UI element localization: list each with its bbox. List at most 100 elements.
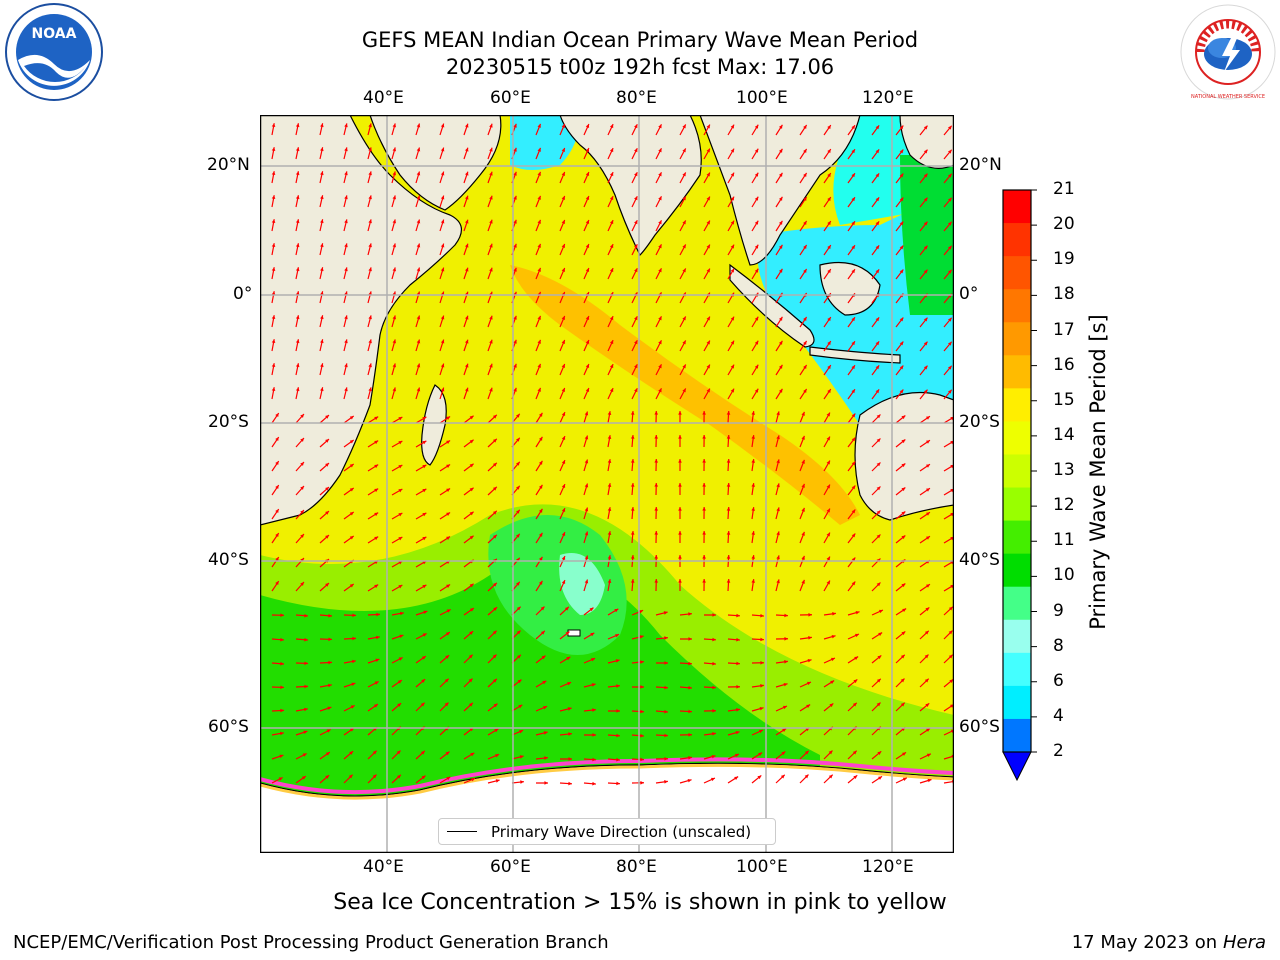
lon-tick-bottom-100E: 100°E (736, 857, 788, 877)
colorbar-tick-label: 14 (1053, 424, 1075, 445)
wave-arrow-head (654, 411, 659, 415)
wave-arrow-head (925, 536, 930, 540)
wave-arrow-head (584, 555, 589, 560)
wave-arrow-head (495, 754, 500, 758)
wave-arrow-head (537, 123, 541, 128)
wave-arrow-head (776, 531, 780, 536)
wave-arrow-head (781, 751, 786, 756)
wave-arrow-head (398, 440, 403, 445)
wave-arrow-head (801, 507, 805, 512)
lat-tick-right-60S: 60°S (959, 717, 1000, 737)
lon-tick-bottom-60E: 60°E (490, 857, 531, 877)
wave-arrow-head (271, 291, 276, 296)
wave-arrow-head (712, 637, 716, 642)
wave-arrow-head (542, 680, 547, 685)
sea-ice-edge-yellow (260, 763, 954, 800)
wave-arrow-head (344, 123, 348, 128)
wave-arrow-head (702, 531, 706, 535)
footer-date: 17 May 2023 on (1071, 932, 1218, 953)
wave-arrow-head (327, 706, 332, 711)
wave-arrow-head (328, 637, 332, 642)
wave-arrow-head (634, 364, 638, 369)
wave-arrow-head (630, 483, 635, 487)
wave-arrow-head (826, 508, 830, 513)
wave-arrow-head (271, 363, 276, 368)
wave-arrow-head (875, 173, 880, 178)
wave-arrow-head (706, 340, 710, 345)
land-kerguelen (567, 629, 581, 637)
wave-arrow-head (469, 583, 474, 588)
wave-arrow-head (325, 752, 330, 756)
wave-arrow-head (301, 776, 306, 780)
wave-arrow-head (295, 267, 300, 272)
wave-arrow-head (730, 124, 735, 129)
wave-arrow-head (589, 607, 594, 612)
wave-arrow-head (736, 661, 740, 666)
wave-arrow-head (609, 340, 614, 345)
wave-arrow-head (803, 124, 807, 129)
wave-arrow-head (947, 197, 952, 202)
wave-arrow-head (803, 244, 807, 249)
wave-arrow-head (826, 436, 830, 441)
wave-arrow-head (706, 172, 710, 177)
wave-arrow-head (421, 656, 426, 660)
wave-arrow-head (899, 389, 904, 394)
wave-arrow-head (398, 416, 403, 421)
wave-arrow-head (630, 531, 635, 535)
wave-arrow-head (489, 171, 493, 176)
wave-arrow-head (325, 535, 329, 539)
wave-arrow-head (807, 658, 812, 663)
wave-arrow-head (368, 123, 372, 128)
wave-arrow-head (495, 779, 500, 783)
wave-arrow-head (664, 709, 668, 714)
wave-arrow-head (320, 123, 324, 128)
wave-arrow-head (634, 268, 638, 273)
wave-arrow-head (275, 557, 279, 562)
wave-arrow-head (827, 125, 831, 130)
wave-arrow-head (634, 388, 638, 393)
wave-arrow-head (901, 583, 906, 588)
wave-arrow-head (416, 147, 421, 152)
wave-arrow-head (440, 315, 445, 320)
green-area-pacific (900, 155, 954, 315)
wave-arrow-head (561, 123, 565, 128)
wave-arrow-head (492, 630, 497, 635)
wave-arrow-head (735, 730, 740, 735)
wave-arrow-head (516, 485, 520, 490)
wave-arrow-head (688, 685, 692, 690)
wave-arrow-head (585, 148, 590, 153)
wave-arrow-head (465, 363, 469, 368)
wave-arrow-head (396, 774, 401, 779)
wave-arrow-head (751, 531, 755, 535)
wave-arrow-head (609, 148, 614, 153)
legend-label: Primary Wave Direction (unscaled) (491, 822, 752, 841)
wave-arrow-head (304, 613, 308, 618)
lat-tick-right-0: 0° (959, 284, 979, 304)
wave-arrow-head (469, 535, 474, 540)
wave-arrow-head (492, 534, 497, 539)
wave-arrow-head (416, 363, 421, 368)
wave-arrow-head (899, 197, 904, 202)
wave-arrow-head (658, 172, 662, 177)
wave-arrow-head (489, 123, 493, 128)
wave-arrow-head (658, 196, 662, 201)
wave-arrow-head (493, 703, 498, 708)
wave-arrow-head (585, 268, 590, 273)
wave-arrow-head (416, 171, 421, 176)
wave-arrow-head (702, 435, 706, 439)
wave-arrow-head (876, 438, 881, 443)
wave-arrow-head (513, 267, 517, 272)
wave-arrow-head (901, 631, 906, 636)
wave-arrow-head (300, 462, 304, 466)
wave-arrow-head (440, 219, 445, 224)
wave-arrow-head (516, 413, 520, 418)
wave-arrow-head (492, 462, 497, 467)
wave-arrow-head (271, 267, 276, 272)
wave-arrow-head (751, 459, 755, 463)
wave-arrow-head (947, 341, 952, 346)
wave-arrow-head (901, 511, 906, 516)
colorbar-tick-label: 13 (1053, 460, 1075, 480)
wave-arrow-head (730, 316, 735, 321)
wave-arrow-head (803, 364, 807, 369)
colorbar-extend-triangle (1002, 751, 1032, 782)
